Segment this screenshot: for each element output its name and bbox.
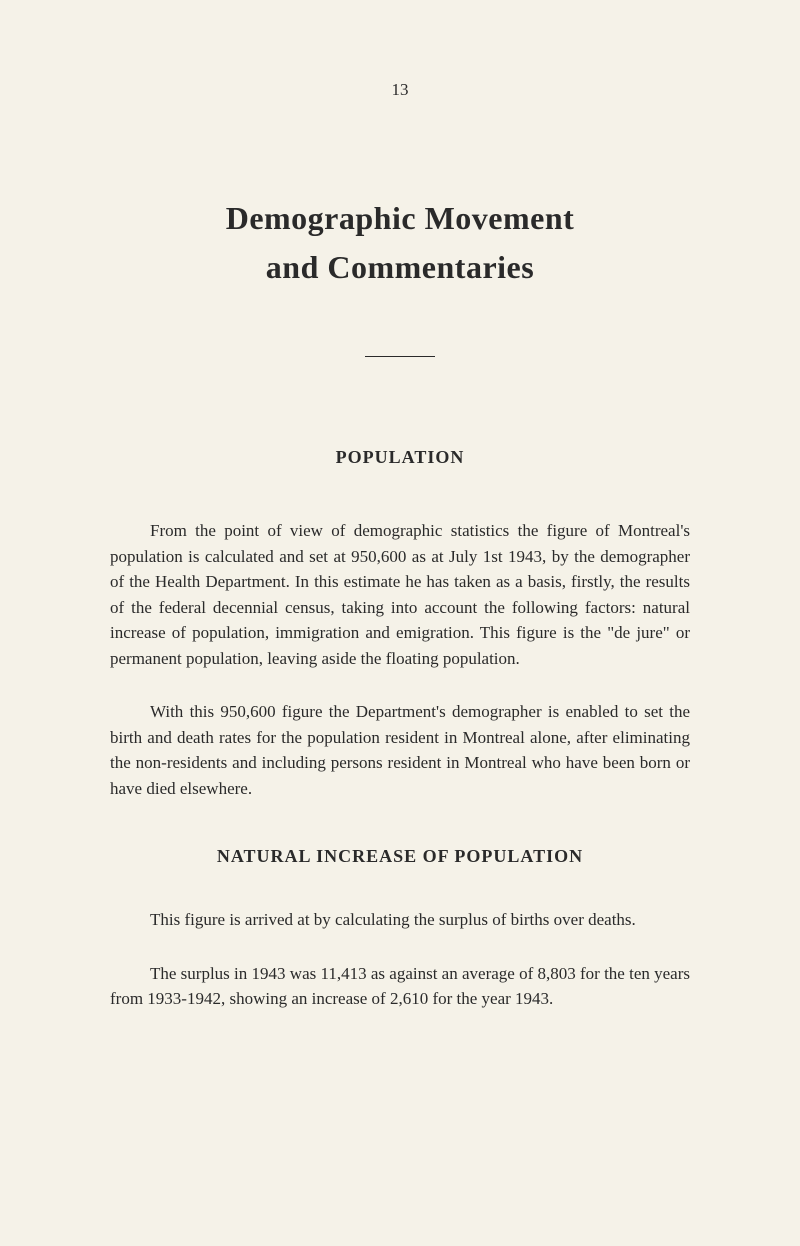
subtitle: and Commentaries bbox=[110, 249, 690, 286]
page-number: 13 bbox=[110, 80, 690, 100]
main-title: Demographic Movement bbox=[110, 200, 690, 237]
section-heading-population: POPULATION bbox=[110, 447, 690, 468]
section-heading-natural-increase: NATURAL INCREASE OF POPULATION bbox=[110, 846, 690, 867]
paragraph-population-1: From the point of view of demographic st… bbox=[110, 518, 690, 671]
paragraph-natural-increase-2: The surplus in 1943 was 11,413 as agains… bbox=[110, 961, 690, 1012]
title-divider bbox=[365, 356, 435, 357]
paragraph-natural-increase-1: This figure is arrived at by calculating… bbox=[110, 907, 690, 933]
paragraph-population-2: With this 950,600 figure the Department'… bbox=[110, 699, 690, 801]
